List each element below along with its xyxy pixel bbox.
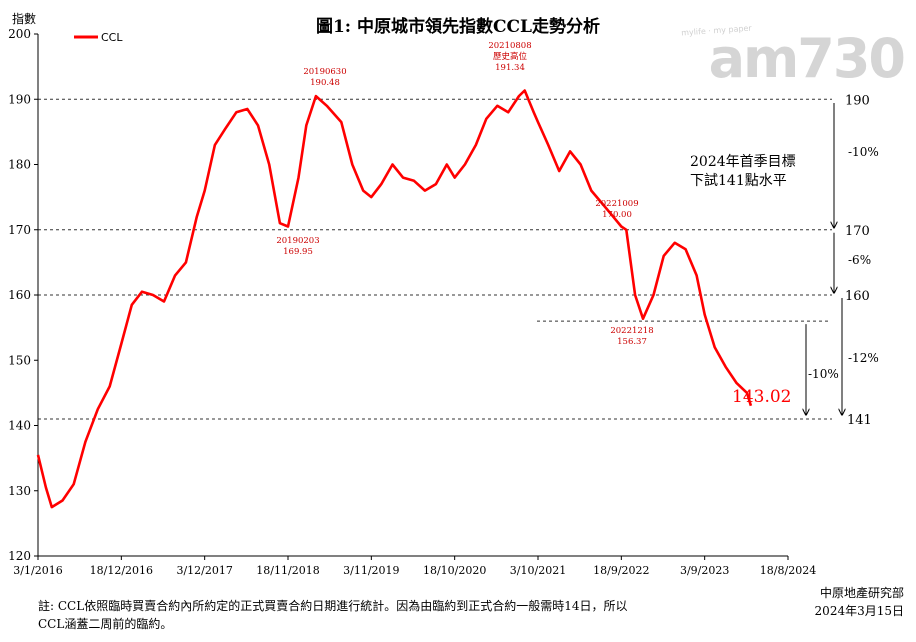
x-tick-label: 3/10/2021 bbox=[510, 564, 566, 577]
x-tick-label: 3/9/2023 bbox=[680, 564, 729, 577]
footnote: 註: CCL依照臨時買賣合約內所約定的正式買賣合約日期進行統計。因為由臨約到正式… bbox=[38, 599, 628, 631]
logo-text: am730 bbox=[708, 27, 906, 90]
annotation-date: 20221218 bbox=[610, 326, 653, 336]
x-tick-label: 18/9/2022 bbox=[593, 564, 649, 577]
annotation-date: 20190630 bbox=[303, 67, 346, 77]
reference-label-160: 160 bbox=[845, 289, 870, 304]
annotation-value: 191.34 bbox=[495, 63, 525, 73]
x-tick-label: 18/10/2020 bbox=[423, 564, 486, 577]
y-tick-label: 160 bbox=[8, 288, 31, 302]
x-tick-label: 3/1/2016 bbox=[13, 564, 62, 577]
x-tick-label: 18/12/2016 bbox=[90, 564, 153, 577]
annotation-value: 170.00 bbox=[602, 210, 632, 220]
source-name: 中原地產研究部 bbox=[819, 586, 904, 600]
change-label: -10% bbox=[848, 145, 879, 159]
legend: CCL bbox=[74, 31, 123, 44]
annotation-value: 169.95 bbox=[283, 247, 313, 257]
y-tick-label: 170 bbox=[8, 223, 31, 237]
reference-label-141: 141 bbox=[847, 413, 872, 428]
publish-date: 2024年3月15日 bbox=[814, 604, 904, 618]
change-label: -6% bbox=[848, 253, 871, 267]
reference-lines: 190 170 160 141 bbox=[38, 93, 872, 428]
reference-label-190: 190 bbox=[845, 93, 870, 108]
ccl-line bbox=[36, 89, 753, 509]
source-credit: 中原地產研究部 2024年3月15日 bbox=[815, 584, 904, 620]
y-tick-label: 120 bbox=[8, 549, 31, 563]
legend-label-ccl: CCL bbox=[101, 31, 123, 44]
target-line-1: 2024年首季目標 bbox=[690, 154, 796, 170]
annotation-value: 156.37 bbox=[617, 337, 647, 347]
annotation-date: 20210808 bbox=[488, 41, 531, 51]
target-note: 2024年首季目標 下試141點水平 bbox=[690, 153, 796, 191]
am730-logo: mylife · my paper am730 bbox=[680, 10, 906, 90]
series-ccl bbox=[36, 89, 753, 509]
y-tick-label: 140 bbox=[8, 419, 31, 433]
reference-label-170: 170 bbox=[845, 224, 870, 239]
x-tick-label: 3/12/2017 bbox=[176, 564, 232, 577]
y-tick-label: 180 bbox=[8, 158, 31, 172]
change-label: -12% bbox=[848, 351, 879, 365]
annotation-date: 20190203 bbox=[276, 236, 319, 246]
y-tick-label: 190 bbox=[8, 92, 31, 106]
annotation-note: 歷史高位 bbox=[493, 51, 528, 62]
change-label: -10% bbox=[808, 367, 839, 381]
y-axis-unit: 指數 bbox=[12, 12, 37, 26]
x-tick-label: 18/11/2018 bbox=[256, 564, 319, 577]
target-line-2: 下試141點水平 bbox=[690, 173, 787, 189]
x-tick-label: 18/8/2024 bbox=[760, 564, 816, 577]
chart-title: 圖1: 中原城市領先指數CCL走勢分析 bbox=[315, 17, 601, 37]
y-tick-label: 200 bbox=[8, 27, 31, 41]
annotation-value: 190.48 bbox=[310, 78, 340, 88]
tick-labels: 120 130 140 150 160 170 180 190 200 3/1/2016 18/12… bbox=[8, 27, 816, 577]
decline-arrows: -10% -6% -12% -10% bbox=[806, 103, 879, 415]
y-tick-label: 150 bbox=[8, 353, 31, 367]
y-tick-label: 130 bbox=[8, 484, 31, 498]
last-value-label: 143.02 bbox=[732, 387, 792, 407]
x-tick-label: 3/11/2019 bbox=[343, 564, 399, 577]
annotation-date: 20221009 bbox=[595, 199, 638, 209]
